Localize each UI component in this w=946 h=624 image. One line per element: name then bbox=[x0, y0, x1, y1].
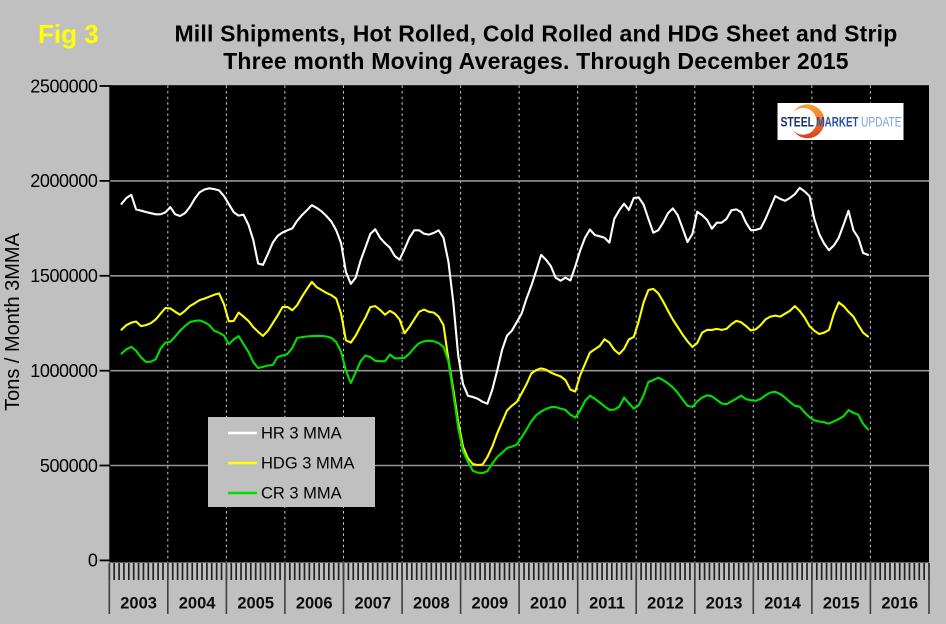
svg-text:2000000: 2000000 bbox=[30, 171, 98, 191]
svg-text:2006: 2006 bbox=[296, 595, 333, 613]
svg-text:Three month Moving Averages. T: Three month Moving Averages. Through Dec… bbox=[223, 48, 849, 74]
svg-text:1000000: 1000000 bbox=[30, 361, 98, 381]
svg-text:UPDATE: UPDATE bbox=[861, 115, 902, 130]
svg-text:HDG 3 MMA: HDG 3 MMA bbox=[261, 455, 355, 473]
svg-text:Tons / Month 3MMA: Tons / Month 3MMA bbox=[2, 232, 24, 411]
svg-text:2011: 2011 bbox=[589, 595, 625, 613]
svg-text:2500000: 2500000 bbox=[30, 76, 98, 96]
svg-text:2008: 2008 bbox=[413, 595, 450, 613]
svg-text:2005: 2005 bbox=[237, 595, 274, 613]
svg-text:2016: 2016 bbox=[881, 595, 918, 613]
svg-text:2007: 2007 bbox=[354, 595, 391, 613]
svg-text:Mill Shipments, Hot Rolled, Co: Mill Shipments, Hot Rolled, Cold Rolled … bbox=[174, 21, 897, 47]
svg-text:HR 3 MMA: HR 3 MMA bbox=[261, 425, 342, 443]
svg-text:MARKET: MARKET bbox=[817, 115, 860, 130]
svg-text:2004: 2004 bbox=[179, 595, 217, 613]
svg-text:2014: 2014 bbox=[764, 595, 802, 613]
svg-text:STEEL: STEEL bbox=[781, 115, 815, 130]
svg-text:0: 0 bbox=[88, 551, 98, 571]
svg-text:Fig 3: Fig 3 bbox=[38, 19, 99, 49]
svg-text:2009: 2009 bbox=[472, 595, 509, 613]
svg-text:2012: 2012 bbox=[647, 595, 684, 613]
svg-text:500000: 500000 bbox=[40, 456, 98, 476]
svg-text:2010: 2010 bbox=[530, 595, 567, 613]
svg-text:2015: 2015 bbox=[823, 595, 860, 613]
svg-text:1500000: 1500000 bbox=[30, 266, 98, 286]
svg-text:CR 3 MMA: CR 3 MMA bbox=[261, 485, 342, 503]
svg-text:2003: 2003 bbox=[120, 595, 157, 613]
svg-text:2013: 2013 bbox=[706, 595, 743, 613]
